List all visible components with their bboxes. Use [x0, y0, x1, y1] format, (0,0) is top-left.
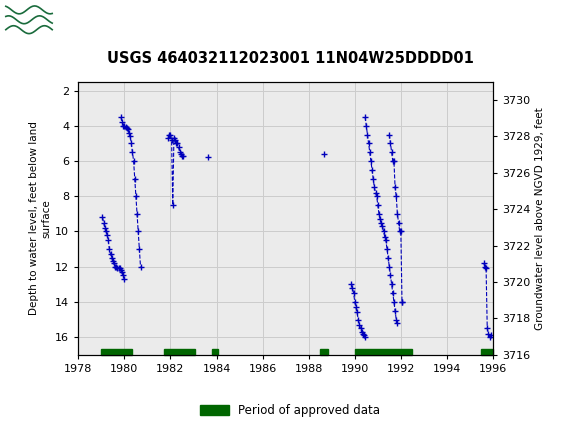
Text: USGS 464032112023001 11N04W25DDDD01: USGS 464032112023001 11N04W25DDDD01 — [107, 51, 473, 65]
Y-axis label: Depth to water level, feet below land
surface: Depth to water level, feet below land su… — [30, 121, 51, 315]
Bar — [164, 349, 195, 355]
Bar — [212, 349, 218, 355]
Legend: Period of approved data: Period of approved data — [195, 399, 385, 422]
Bar — [481, 349, 493, 355]
Bar — [102, 349, 132, 355]
Bar — [5, 3, 57, 37]
Bar — [320, 349, 328, 355]
Y-axis label: Groundwater level above NGVD 1929, feet: Groundwater level above NGVD 1929, feet — [535, 107, 545, 330]
Bar — [355, 349, 412, 355]
Text: USGS: USGS — [61, 11, 116, 29]
